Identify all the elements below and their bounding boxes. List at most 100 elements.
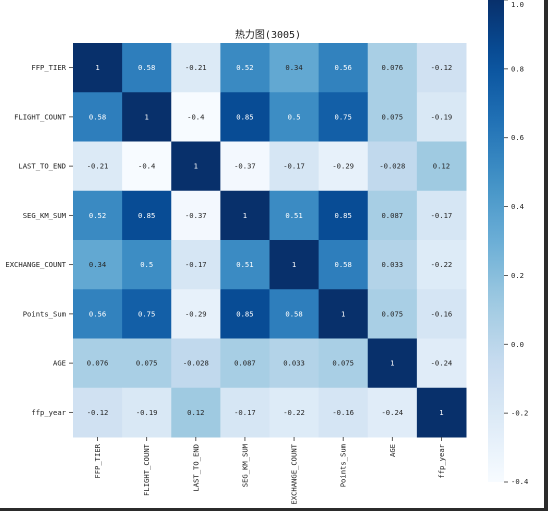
colorbar-tick-label: 1.0	[511, 0, 524, 9]
cell-value-label: 0.076	[87, 359, 109, 368]
cell-value-label: -0.19	[136, 408, 158, 417]
cell-value-label: -0.17	[431, 211, 453, 220]
heatmap-cell	[73, 190, 123, 241]
cell-value-label: -0.22	[283, 408, 305, 417]
cell-value-label: 0.076	[381, 63, 403, 72]
column-label: EXCHANGE_COUNT	[290, 443, 299, 504]
cell-value-label: 0.12	[187, 408, 204, 417]
heatmap-cell	[269, 240, 320, 290]
heatmap-cell	[171, 387, 221, 438]
cell-value-label: -0.19	[431, 112, 453, 121]
heatmap-cell	[122, 92, 172, 142]
column-label: FLIGHT_COUNT	[142, 443, 151, 496]
cell-value-label: 0.85	[335, 211, 352, 220]
heatmap-cell	[416, 240, 467, 290]
cell-value-label: 0.075	[136, 359, 158, 368]
colorbar: 1.0 0.8 0.6 0.4 0.2 0.0 -0.2 -0.4	[488, 0, 528, 486]
column-labels: FFP_TIER FLIGHT_COUNT LAST_TO_END SEG_KM_SU…	[93, 437, 446, 505]
heatmap-cell	[318, 289, 369, 339]
heatmap-cell	[220, 92, 270, 142]
cell-value-label: -0.17	[185, 260, 207, 269]
heatmap-cell	[416, 141, 467, 192]
chart-title: 热力图(3005)	[235, 28, 301, 41]
cell-value-label: 1	[390, 359, 394, 368]
colorbar-tick-label: -0.2	[511, 409, 528, 418]
heatmap-cell	[220, 43, 270, 93]
row-label: LAST_TO_END	[18, 162, 66, 171]
heatmap-cell	[318, 387, 369, 438]
heatmap-cell	[416, 289, 467, 339]
column-label: Points_Sum	[339, 444, 348, 487]
cell-value-label: 0.5	[140, 260, 153, 269]
cell-value-label: -0.21	[87, 162, 109, 171]
heatmap-cell	[269, 43, 320, 93]
cell-value-label: -0.29	[332, 162, 354, 171]
cell-value-label: 0.033	[283, 359, 305, 368]
cell-value-label: 0.51	[236, 260, 253, 269]
row-label: SEG_KM_SUM	[23, 211, 67, 220]
cell-value-label: -0.24	[381, 408, 403, 417]
cell-value-label: 0.56	[335, 63, 352, 72]
cell-value-label: 1	[439, 408, 443, 417]
cell-value-label: 0.075	[381, 309, 403, 318]
heatmap-cell	[171, 240, 221, 290]
colorbar-tick-label: 0.8	[511, 64, 524, 73]
heatmap-cell	[318, 141, 369, 192]
cell-value-label: -0.16	[431, 309, 453, 318]
heatmap-cell	[367, 387, 418, 438]
heatmap-cell	[171, 190, 221, 241]
cell-value-label: -0.37	[185, 211, 207, 220]
cell-value-label: 1	[95, 63, 99, 72]
column-label: LAST_TO_END	[191, 444, 200, 492]
heatmap-cell	[73, 240, 123, 290]
cell-value-label: -0.17	[234, 408, 256, 417]
heatmap-cell	[318, 43, 369, 93]
heatmap-cell	[367, 289, 418, 339]
heatmap-cell	[269, 190, 320, 241]
heatmap-cell	[269, 387, 320, 438]
column-label: AGE	[388, 444, 397, 457]
row-label: FFP_TIER	[31, 63, 66, 72]
cell-value-label: 0.34	[285, 63, 302, 72]
cell-value-label: 0.58	[89, 112, 106, 121]
row-label: EXCHANGE_COUNT	[5, 260, 66, 269]
heatmap-cell	[416, 43, 467, 93]
heatmap-cell	[122, 141, 172, 192]
heatmap-cell	[220, 289, 270, 339]
heatmap-cell	[318, 190, 369, 241]
heatmap-cell	[416, 387, 467, 438]
heatmap-cell	[220, 141, 270, 192]
cell-value-label: 1	[243, 211, 247, 220]
cell-value-label: -0.29	[185, 309, 207, 318]
cell-value-label: 0.52	[89, 211, 106, 220]
heatmap-cell	[318, 92, 369, 142]
heatmap-cell	[367, 240, 418, 290]
heatmap-cell	[367, 92, 418, 142]
cell-value-label: -0.028	[379, 162, 405, 171]
cell-value-label: 0.56	[89, 309, 106, 318]
cell-value-label: 0.033	[381, 260, 403, 269]
colorbar-tick-label: 0.6	[511, 133, 524, 142]
cell-value-label: 0.5	[288, 112, 301, 121]
cell-value-label: 0.087	[234, 359, 256, 368]
heatmap-cell	[220, 387, 270, 438]
row-label: AGE	[53, 359, 66, 368]
cell-value-label: 0.075	[381, 112, 403, 121]
cell-value-label: 1	[194, 162, 198, 171]
cell-value-label: 0.58	[335, 260, 352, 269]
heatmap-cell	[416, 338, 467, 389]
heatmap-cell	[367, 338, 418, 389]
heatmap-cell	[73, 387, 123, 438]
cell-value-label: 0.12	[433, 162, 450, 171]
heatmap-cell	[318, 240, 369, 290]
cell-value-label: 0.85	[138, 211, 155, 220]
cell-value-label: 0.087	[381, 211, 403, 220]
cell-value-label: 0.85	[236, 112, 253, 121]
colorbar-tick-label: 0.2	[511, 271, 524, 280]
heatmap-cell	[122, 43, 172, 93]
heatmap-cells: 1 0.58 -0.21 0.52 0.34 0.56 0.076 -0.12 0.58 1 -0.…	[73, 43, 467, 438]
heatmap-cell	[73, 92, 123, 142]
heatmap-cell	[220, 190, 270, 241]
